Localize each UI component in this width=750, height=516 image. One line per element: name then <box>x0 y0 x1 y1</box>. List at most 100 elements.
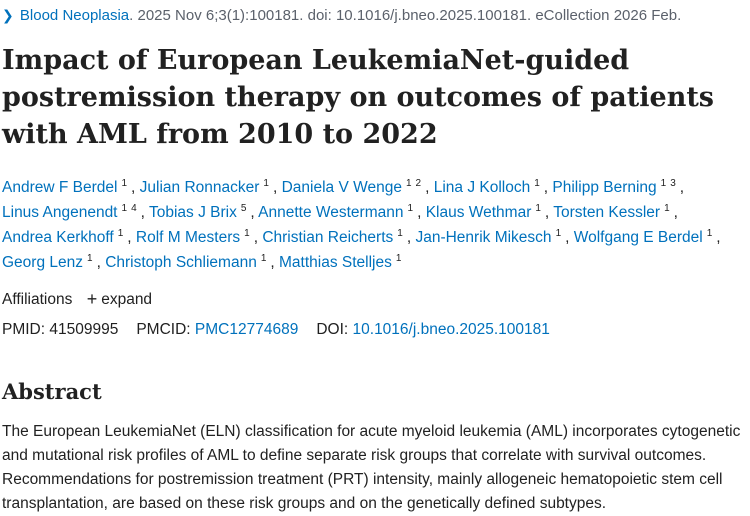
article-title: Impact of European LeukemiaNet-guided po… <box>2 45 715 150</box>
author-item: Tobias J Brix 5 <box>148 203 251 222</box>
expand-affiliations-button[interactable]: + expand <box>77 289 153 309</box>
author-link[interactable]: Andrew F Berdel <box>2 179 118 196</box>
affiliation-ref[interactable]: 1 <box>244 228 250 239</box>
identifiers-row: PMID: 41509995 PMCID: PMC12774689 DOI: 10.… <box>2 318 750 342</box>
affiliations-row: Affiliations + expand <box>2 287 750 312</box>
author-affiliation-refs: 1 <box>556 228 566 239</box>
pmcid-label: PMCID: <box>136 321 191 338</box>
affiliation-ref[interactable]: 2 <box>415 178 422 189</box>
author-affiliation-refs: 1 <box>396 253 406 264</box>
author-separator: , <box>406 229 416 246</box>
author-separator: , <box>716 229 721 246</box>
author-separator: , <box>425 179 434 196</box>
author-item: Daniela V Wenge 1 2 <box>281 178 425 197</box>
affiliation-ref[interactable]: 1 <box>263 178 269 189</box>
author-item: Georg Lenz 1 <box>2 253 97 272</box>
author-affiliation-refs: 1 <box>261 253 271 264</box>
affiliation-ref[interactable]: 1 <box>121 203 128 214</box>
author-item: Klaus Wethmar 1 <box>425 203 545 222</box>
author-item: Jan-Henrik Mikesch 1 <box>415 228 566 247</box>
author-link[interactable]: Daniela V Wenge <box>281 179 402 196</box>
author-affiliation-refs: 1 <box>118 228 128 239</box>
author-affiliation-refs: 1 <box>121 178 131 189</box>
author-item: Christoph Schliemann 1 <box>105 253 271 272</box>
affiliation-ref[interactable]: 1 <box>535 203 541 214</box>
pmcid-link[interactable]: PMC12774689 <box>194 321 299 338</box>
journal-link[interactable]: Blood Neoplasia <box>19 7 130 24</box>
affiliation-ref[interactable]: 1 <box>260 253 267 264</box>
author-link[interactable]: Lina J Kolloch <box>433 179 531 196</box>
author-link[interactable]: Georg Lenz <box>2 254 83 271</box>
author-link[interactable]: Klaus Wethmar <box>425 204 532 221</box>
chevron-right-icon: ❯ <box>2 7 14 23</box>
author-affiliation-refs: 1 <box>408 203 418 214</box>
affiliation-ref[interactable]: 1 <box>407 203 414 214</box>
pmid-label: PMID: <box>2 321 46 338</box>
doi-label: DOI: <box>316 321 349 338</box>
affiliation-ref[interactable]: 1 <box>117 228 124 239</box>
author-item: Annette Westermann 1 <box>258 203 418 222</box>
author-affiliation-refs: 1 <box>263 178 273 189</box>
abstract-text: The European LeukemiaNet (ELN) classific… <box>2 423 741 512</box>
author-link[interactable]: Andrea Kerkhoff <box>2 229 114 246</box>
author-separator: , <box>250 204 259 221</box>
author-separator: , <box>673 204 678 221</box>
author-separator: , <box>565 229 574 246</box>
affiliation-ref[interactable]: 1 <box>405 178 412 189</box>
author-affiliation-refs: 1 <box>397 228 407 239</box>
author-link[interactable]: Torsten Kessler <box>553 204 661 221</box>
pmid-value: 41509995 <box>49 321 119 338</box>
author-link[interactable]: Tobias J Brix <box>148 204 237 221</box>
author-link[interactable]: Philipp Berning <box>552 179 657 196</box>
citation-details: . 2025 Nov 6;3(1):100181. doi: 10.1016/j… <box>129 7 682 24</box>
expand-label: expand <box>101 291 153 308</box>
affiliation-ref[interactable]: 4 <box>131 203 137 214</box>
citation-line: ❯ Blood Neoplasia. 2025 Nov 6;3(1):10018… <box>2 4 750 26</box>
author-affiliation-refs: 1 <box>707 228 717 239</box>
affiliation-ref[interactable]: 1 <box>121 178 128 189</box>
plus-icon: + <box>86 289 98 309</box>
affiliation-ref[interactable]: 1 <box>397 228 403 239</box>
author-link[interactable]: Christoph Schliemann <box>105 254 257 271</box>
author-item: Rolf M Mesters 1 <box>135 228 254 247</box>
author-separator: , <box>543 179 553 196</box>
affiliation-ref[interactable]: 1 <box>660 178 667 189</box>
article-page: ❯ Blood Neoplasia. 2025 Nov 6;3(1):10018… <box>0 4 750 516</box>
affiliation-ref[interactable]: 1 <box>555 228 562 239</box>
author-link[interactable]: Julian Ronnacker <box>139 179 260 196</box>
author-separator: , <box>127 229 136 246</box>
affiliation-ref[interactable]: 1 <box>87 253 93 264</box>
author-affiliation-refs: 1 <box>535 203 545 214</box>
affiliation-ref[interactable]: 3 <box>670 178 676 189</box>
author-separator: , <box>131 179 140 196</box>
author-separator: , <box>417 204 426 221</box>
author-affiliation-refs: 1 <box>664 203 674 214</box>
affiliation-ref[interactable]: 1 <box>534 178 540 189</box>
author-item: Torsten Kessler 1 <box>553 203 674 222</box>
author-item: Julian Ronnacker 1 <box>139 178 273 197</box>
author-separator: , <box>140 204 149 221</box>
author-link[interactable]: Matthias Stelljes <box>279 254 392 271</box>
author-link[interactable]: Wolfgang E Berdel <box>573 229 703 246</box>
affiliation-ref[interactable]: 5 <box>240 203 247 214</box>
abstract-heading: Abstract <box>2 379 102 404</box>
author-link[interactable]: Annette Westermann <box>258 204 404 221</box>
affiliation-ref[interactable]: 1 <box>706 228 713 239</box>
author-link[interactable]: Linus Angenendt <box>2 204 118 221</box>
author-link[interactable]: Rolf M Mesters <box>135 229 241 246</box>
author-affiliation-refs: 5 <box>241 203 251 214</box>
doi-link[interactable]: 10.1016/j.bneo.2025.100181 <box>352 321 550 338</box>
author-link[interactable]: Jan-Henrik Mikesch <box>415 229 552 246</box>
author-affiliation-refs: 1 <box>244 228 254 239</box>
author-separator: , <box>679 179 685 196</box>
author-link[interactable]: Christian Reicherts <box>262 229 394 246</box>
author-item: Matthias Stelljes 1 <box>279 253 406 272</box>
affiliations-label: Affiliations <box>2 291 73 308</box>
affiliation-ref[interactable]: 1 <box>664 203 670 214</box>
author-item: Wolfgang E Berdel 1 <box>573 228 717 247</box>
affiliation-ref[interactable]: 1 <box>395 253 402 264</box>
author-item: Christian Reicherts 1 <box>262 228 407 247</box>
